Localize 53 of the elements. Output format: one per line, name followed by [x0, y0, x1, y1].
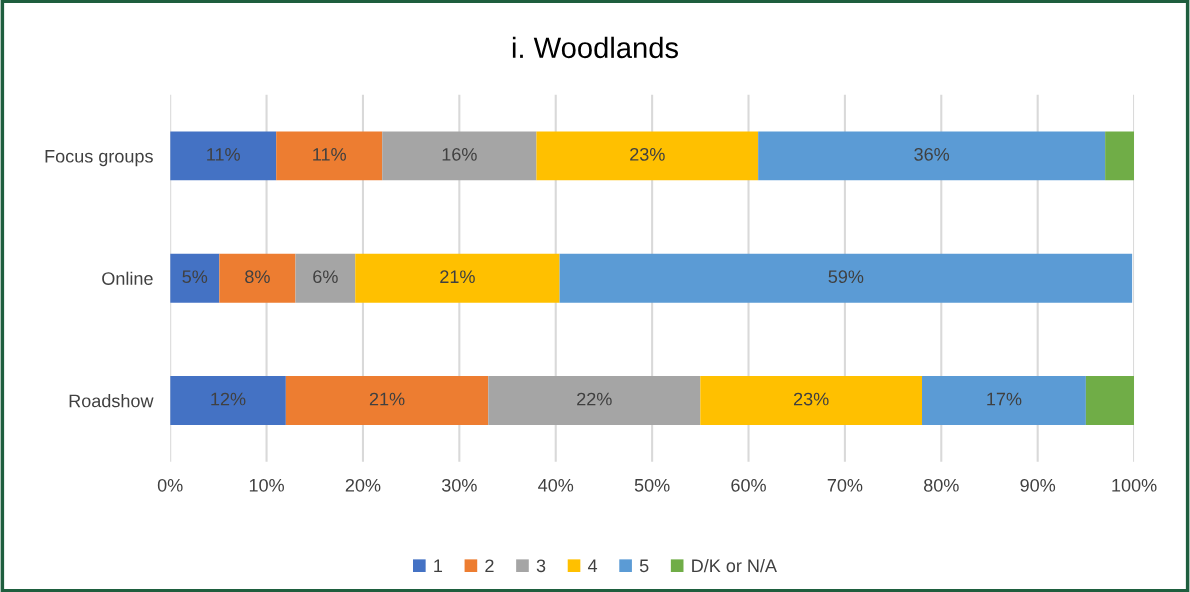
- bar: [1105, 131, 1135, 181]
- data-label: 12%: [211, 392, 246, 406]
- x-tick-label: 90%: [1020, 478, 1056, 492]
- bar: [355, 253, 560, 303]
- x-tick-label: 20%: [345, 478, 381, 492]
- data-label: 22%: [577, 392, 612, 406]
- bar: [536, 131, 759, 181]
- legend-label: 3: [536, 559, 546, 573]
- bar: [488, 376, 701, 426]
- bar: [276, 131, 383, 181]
- data-label: 23%: [630, 147, 665, 161]
- bar: [758, 131, 1106, 181]
- legend-label: 1: [434, 559, 443, 572]
- data-label: 5%: [182, 270, 208, 284]
- bar: [382, 131, 537, 181]
- legend-label: D/K or N/A: [692, 558, 777, 573]
- x-tick-label: 70%: [827, 478, 863, 492]
- x-tick-label: 10%: [249, 478, 284, 492]
- data-label: 21%: [440, 270, 475, 284]
- legend-label: 4: [587, 559, 598, 572]
- x-tick-label: 0%: [157, 478, 183, 492]
- data-label: 17%: [987, 392, 1022, 406]
- x-tick-label: 100%: [1112, 478, 1157, 492]
- x-tick-label: 40%: [538, 478, 574, 492]
- bar: [559, 253, 1133, 303]
- data-label: 23%: [794, 392, 829, 406]
- y-tick-label: Online: [102, 271, 153, 285]
- data-label: 8%: [245, 270, 270, 284]
- bar: [219, 253, 296, 303]
- y-tick-label: Focus groups: [45, 150, 153, 167]
- bar: [1085, 376, 1135, 426]
- x-tick-label: 30%: [441, 478, 477, 492]
- x-tick-label: 60%: [731, 478, 766, 492]
- bar: [700, 376, 923, 426]
- data-label: 36%: [914, 147, 950, 161]
- data-label: 59%: [828, 270, 864, 284]
- legend-label: 5: [639, 559, 649, 573]
- bar: [170, 253, 220, 303]
- data-label: 16%: [442, 147, 477, 161]
- legend-label: 2: [485, 559, 494, 572]
- x-tick-label: 50%: [634, 478, 670, 492]
- bar: [922, 376, 1086, 426]
- bar: [285, 376, 489, 426]
- bar: [170, 131, 277, 181]
- data-label: 11%: [207, 148, 240, 161]
- bar: [170, 376, 286, 426]
- data-label: 11%: [313, 148, 346, 161]
- data-label: 6%: [313, 270, 338, 284]
- y-tick-label: Roadshow: [69, 394, 154, 408]
- x-tick-label: 80%: [924, 478, 959, 492]
- chart-title: i. Woodlands: [512, 36, 678, 59]
- data-label: 21%: [369, 392, 405, 406]
- bar: [295, 253, 356, 303]
